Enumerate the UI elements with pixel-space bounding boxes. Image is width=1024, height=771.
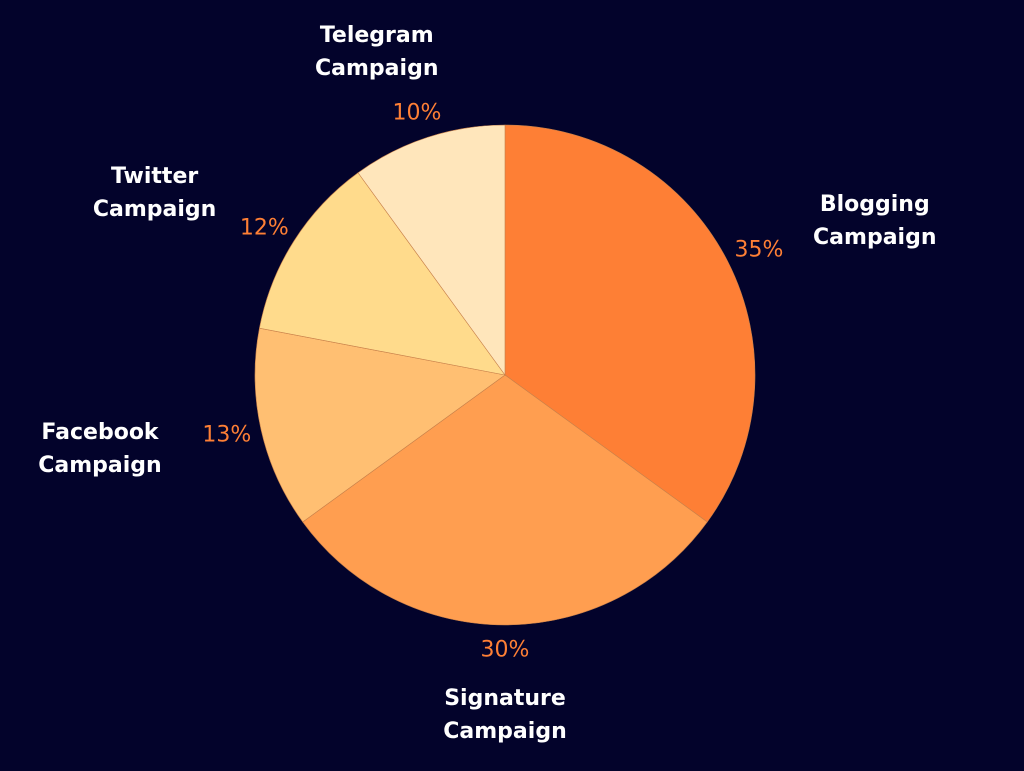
value-label: 12% bbox=[239, 215, 289, 241]
pie-slice bbox=[254, 327, 506, 523]
category-label: Telegram Campaign bbox=[315, 22, 439, 81]
category-label: Signature Campaign bbox=[443, 686, 567, 744]
category-label: Twitter Campaign bbox=[92, 163, 217, 222]
value-label: 30% bbox=[480, 637, 530, 663]
value-label: 35% bbox=[734, 237, 784, 263]
value-label: 13% bbox=[202, 422, 252, 448]
category-label: Facebook Campaign bbox=[38, 420, 162, 479]
pie-slice bbox=[259, 172, 506, 376]
value-label: 10% bbox=[392, 100, 442, 126]
pie-slice bbox=[357, 124, 506, 376]
category-label: Blogging Campaign bbox=[813, 191, 937, 250]
pie-slice bbox=[302, 374, 708, 626]
pie-slice bbox=[504, 124, 756, 523]
